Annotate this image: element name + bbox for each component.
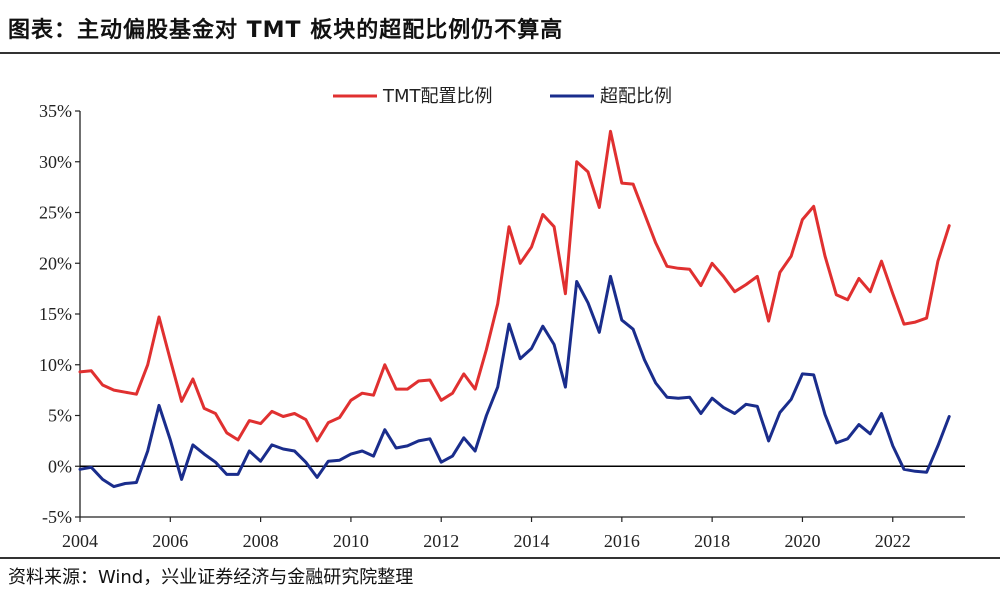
x-tick-label: 2016 — [604, 531, 640, 551]
overweight-ratio-line — [78, 274, 951, 489]
legend-label: TMT配置比例 — [382, 86, 493, 107]
tmt-allocation-line — [78, 129, 951, 443]
x-tick-label: 2012 — [423, 531, 459, 551]
x-tick-label: 2022 — [875, 531, 911, 551]
x-tick-label: 2010 — [333, 531, 369, 551]
y-tick-label: -5% — [42, 507, 72, 527]
y-tick-label: 30% — [39, 152, 72, 172]
chart-title: 图表：主动偏股基金对 TMT 板块的超配比例仍不算高 — [8, 18, 564, 43]
y-tick-label: 20% — [39, 253, 72, 273]
x-tick-label: 2020 — [784, 531, 820, 551]
y-tick-label: 10% — [39, 355, 72, 375]
y-tick-label: 35% — [39, 101, 72, 121]
bottom-rule — [0, 557, 1000, 559]
x-tick-label: 2006 — [152, 531, 188, 551]
legend-label: 超配比例 — [600, 86, 672, 107]
top-rule — [0, 52, 1000, 54]
y-tick-label: 15% — [39, 304, 72, 324]
x-tick-label: 2018 — [694, 531, 730, 551]
source-note: 资料来源：Wind，兴业证券经济与金融研究院整理 — [8, 567, 414, 588]
y-tick-label: 0% — [48, 456, 72, 476]
y-tick-label: 5% — [48, 406, 72, 426]
y-tick-label: 25% — [39, 203, 72, 223]
x-tick-label: 2014 — [514, 531, 550, 551]
x-tick-label: 2004 — [62, 531, 98, 551]
x-tick-label: 2008 — [243, 531, 279, 551]
